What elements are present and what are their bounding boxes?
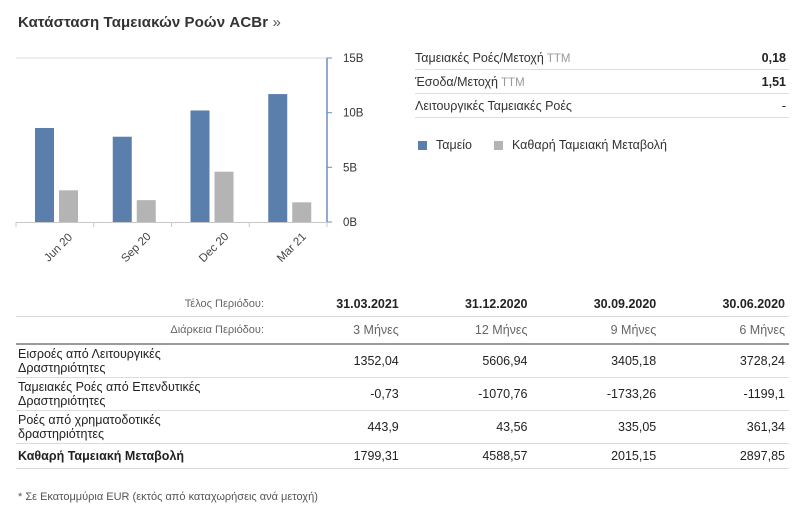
table-cell: 3728,24 — [660, 344, 789, 378]
table-cell: 1352,04 — [274, 344, 403, 378]
legend-item: Ταμείο — [418, 138, 472, 152]
more-link-icon[interactable]: » — [272, 14, 281, 31]
bar-net-change[interactable] — [292, 202, 312, 222]
period-length-label: Διάρκεια Περιόδου: — [16, 316, 274, 345]
stat-label-text: Έσοδα/Μετοχή — [415, 74, 499, 89]
stat-ttm-badge: TTM — [546, 52, 571, 65]
row-label: Καθαρή Ταμειακή Μεταβολή — [16, 443, 274, 469]
stat-value: - — [781, 98, 786, 113]
row-label: Ροές από χρηματοδοτικές δραστηριότητες — [16, 410, 274, 444]
y-tick-label: 5B — [343, 162, 357, 174]
stat-row: Έσοδα/Μετοχή TTM 1,51 — [415, 70, 789, 94]
stats-panel: Ταμειακές Ροές/Μετοχή TTM 0,18 Έσοδα/Μετοχή… — [415, 46, 789, 118]
row-label-line: Καθαρή Ταμειακή Μεταβολή — [18, 449, 185, 463]
table-cell: -1070,76 — [402, 377, 532, 411]
cash-flow-chart: 0B 5B 10B 15B Jun 20 Sep 20 Dec 20 Mar 21 — [15, 53, 364, 265]
period-length-cell: 6 Μήνες — [660, 316, 789, 345]
stat-label: Λειτουργικές Ταμειακές Ροές — [415, 99, 572, 113]
table-cell: 5606,94 — [402, 344, 532, 378]
legend-label: Καθαρή Ταμειακή Μεταβολή — [512, 138, 667, 152]
bar-cash[interactable] — [35, 127, 54, 222]
row-label-line: Εισροές από Λειτουργικές — [18, 347, 161, 361]
page-title: Κατάσταση Ταμειακών Ροών ACBr » — [18, 14, 281, 31]
stat-value: 0,18 — [761, 50, 786, 65]
y-tick-label: 10B — [343, 108, 364, 120]
table-cell: 361,34 — [660, 410, 789, 444]
period-end-label: Τέλος Περιόδου: — [184, 298, 264, 310]
stat-label-text: Λειτουργικές Ταμειακές Ροές — [415, 98, 572, 113]
table-cell: -0,73 — [274, 377, 403, 411]
y-tick-label: 0B — [343, 217, 357, 229]
table-cell: 4588,57 — [402, 443, 532, 469]
bar-net-change[interactable] — [59, 190, 78, 222]
row-label-line: Ταμειακές Ροές από Επενδυτικές — [18, 380, 201, 394]
x-tick-label: Jun 20 — [42, 231, 75, 264]
page-title-text: Κατάσταση Ταμειακών Ροών ACBr — [18, 14, 269, 31]
period-length-cell: 12 Μήνες — [402, 316, 532, 345]
row-label: Ταμειακές Ροές από Επενδυτικές Δραστηριότ… — [16, 377, 274, 411]
x-tick-label: Mar 21 — [275, 231, 309, 265]
stat-label: Ταμειακές Ροές/Μετοχή TTM — [415, 51, 570, 65]
table-cell: 3405,18 — [531, 344, 661, 378]
period-length-cell: 3 Μήνες — [274, 316, 403, 345]
row-label-line: Ροές από χρηματοδοτικές — [18, 413, 161, 427]
bar-cash[interactable] — [190, 110, 210, 222]
legend-item: Καθαρή Ταμειακή Μεταβολή — [494, 138, 667, 152]
period-length-cell: 9 Μήνες — [531, 316, 661, 345]
footnote: * Σε Εκατομμύρια EUR (εκτός από καταχωρή… — [18, 491, 318, 503]
table-cell: 443,9 — [274, 410, 403, 444]
x-tick-label: Sep 20 — [119, 231, 153, 265]
table-row: Ροές από χρηματοδοτικές δραστηριότητες 443… — [16, 410, 789, 444]
legend-label: Ταμείο — [436, 138, 472, 152]
row-label-line: Δραστηριότητες — [18, 394, 106, 408]
stat-row: Ταμειακές Ροές/Μετοχή TTM 0,18 — [415, 46, 789, 70]
table-cell: 2897,85 — [660, 443, 789, 469]
y-tick-label: 15B — [343, 53, 364, 65]
x-tick-label: Dec 20 — [197, 231, 231, 265]
table-cell: -1733,26 — [531, 377, 661, 411]
chart-legend: Ταμείο Καθαρή Ταμειακή Μεταβολή — [418, 138, 689, 152]
period-end-cell: 30.09.2020 — [593, 297, 657, 311]
table-cell: 2015,15 — [531, 443, 661, 469]
stat-ttm-badge: TTM — [501, 76, 525, 89]
row-label: Εισροές από Λειτουργικές Δραστηριότητες — [16, 344, 274, 378]
table-row: Εισροές από Λειτουργικές Δραστηριότητες 13… — [16, 344, 789, 378]
stat-label: Έσοδα/Μετοχή TTM — [415, 75, 525, 89]
legend-swatch — [418, 140, 427, 150]
cash-flow-table: Τέλος Περιόδου: 31.03.2021 31.12.2020 30… — [16, 292, 789, 469]
table-row: Ταμειακές Ροές από Επενδυτικές Δραστηριότ… — [16, 377, 789, 411]
bar-net-change[interactable] — [136, 200, 156, 222]
table-cell: 1799,31 — [274, 443, 403, 469]
bar-net-change[interactable] — [214, 171, 234, 222]
row-label-line: Δραστηριότητες — [18, 361, 106, 375]
period-end-cell: 31.12.2020 — [464, 297, 528, 311]
period-end-row: Τέλος Περιόδου: 31.03.2021 31.12.2020 30… — [16, 292, 789, 317]
stat-row: Λειτουργικές Ταμειακές Ροές - — [415, 94, 789, 118]
table-cell: -1199,1 — [660, 377, 789, 411]
bar-cash[interactable] — [268, 94, 288, 222]
table-cell: 335,05 — [531, 410, 661, 444]
total-row: Καθαρή Ταμειακή Μεταβολή 1799,31 4588,57 20… — [16, 443, 789, 469]
period-end-cell: 31.03.2021 — [336, 297, 399, 311]
stat-label-text: Ταμειακές Ροές/Μετοχή — [415, 50, 544, 65]
stat-value: 1,51 — [761, 74, 786, 89]
bar-cash[interactable] — [112, 136, 132, 222]
period-end-cell: 30.06.2020 — [722, 297, 785, 311]
row-label-line: δραστηριότητες — [18, 427, 104, 441]
legend-swatch — [494, 140, 503, 150]
period-length-row: Διάρκεια Περιόδου: 3 Μήνες 12 Μήνες 9 Μή… — [16, 316, 789, 345]
table-cell: 43,56 — [402, 410, 532, 444]
